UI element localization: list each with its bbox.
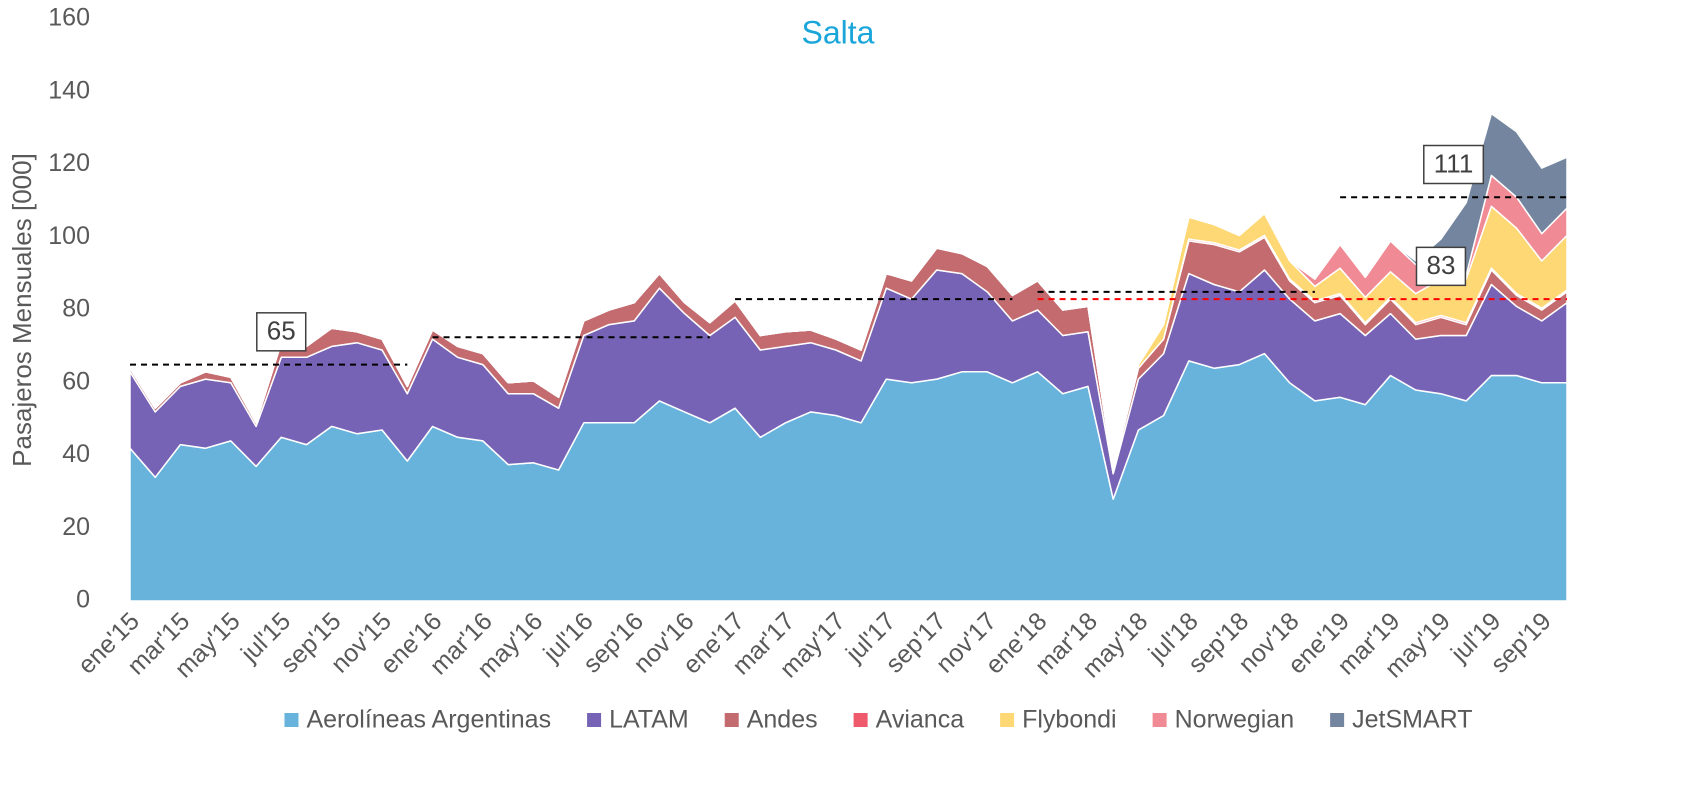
y-axis-label: Pasajeros Mensuales [000] <box>7 153 37 467</box>
legend-swatch <box>1330 713 1345 727</box>
legend-swatch <box>284 713 299 727</box>
legend-swatch <box>587 713 602 727</box>
legend-swatch <box>724 713 739 727</box>
legend-label: Aerolíneas Argentinas <box>306 706 551 734</box>
area <box>129 112 1568 471</box>
y-tick-label: 60 <box>62 367 90 395</box>
legend-item: Avianca <box>853 706 965 734</box>
y-tick-label: 160 <box>48 4 90 32</box>
annotation-label: 83 <box>1426 250 1455 280</box>
y-tick-label: 80 <box>62 295 90 323</box>
annotation: 111 <box>1423 144 1485 185</box>
legend-label: Flybondi <box>1022 706 1117 734</box>
annotation: 83 <box>1415 246 1467 287</box>
legend-swatch <box>853 713 868 727</box>
y-tick-label: 100 <box>48 222 90 250</box>
legend-item: JetSMART <box>1330 706 1473 734</box>
legend-item: LATAM <box>587 706 689 734</box>
legend-swatch <box>1000 713 1015 727</box>
legend-swatch <box>1152 713 1167 727</box>
y-tick-label: 20 <box>62 513 90 541</box>
annotation-box <box>1415 246 1467 287</box>
chart-title: Salta <box>802 14 875 50</box>
y-tick-label: 140 <box>48 76 90 104</box>
legend-item: Norwegian <box>1152 706 1295 734</box>
annotation: 65 <box>256 312 307 352</box>
legend-label: Avianca <box>876 706 965 734</box>
legend-item: Flybondi <box>1000 706 1117 734</box>
y-tick-label: 120 <box>48 149 90 177</box>
annotation-box <box>1423 144 1485 185</box>
legend-label: LATAM <box>609 706 689 734</box>
legend-label: JetSMART <box>1352 706 1472 734</box>
legend-label: Norwegian <box>1175 706 1295 734</box>
annotation-label: 65 <box>267 316 296 346</box>
legend-label: Andes <box>747 706 818 734</box>
legend-item: Aerolíneas Argentinas <box>284 706 551 734</box>
annotation-label: 111 <box>1434 148 1474 178</box>
legend-item: Andes <box>724 706 818 734</box>
y-tick-label: 40 <box>62 440 90 468</box>
y-tick-label: 0 <box>76 586 90 614</box>
annotation-box <box>256 312 307 352</box>
